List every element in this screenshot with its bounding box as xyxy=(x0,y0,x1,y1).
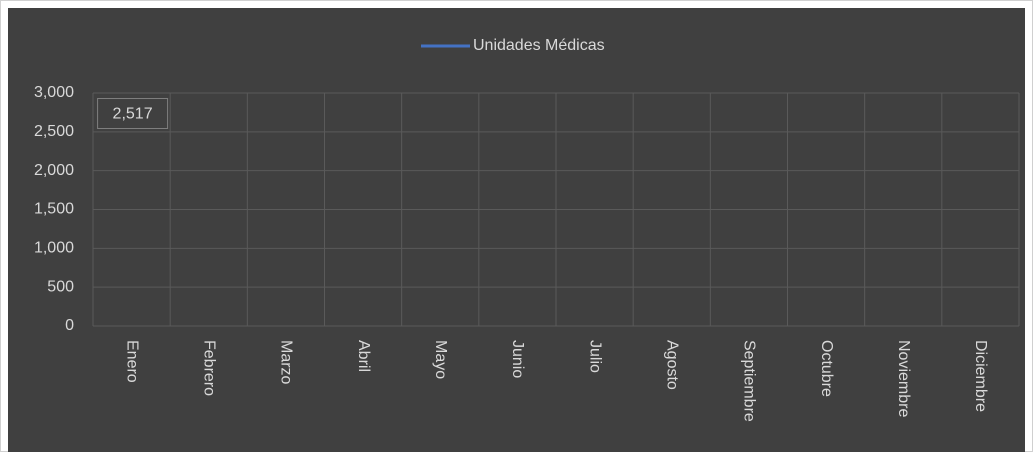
y-tick-label: 0 xyxy=(65,317,74,334)
x-tick-label: Febrero xyxy=(201,340,218,396)
y-tick-label: 3,000 xyxy=(34,84,74,101)
x-tick-label: Octubre xyxy=(818,340,835,397)
x-tick-label: Mayo xyxy=(432,340,449,379)
x-tick-label: Noviembre xyxy=(895,340,912,417)
legend-label: Unidades Médicas xyxy=(473,37,605,54)
chart-background xyxy=(8,8,1025,452)
data-label: 2,517 xyxy=(113,106,153,123)
x-tick-label: Marzo xyxy=(278,340,295,385)
y-tick-label: 1,500 xyxy=(34,201,74,218)
x-tick-label: Enero xyxy=(123,340,140,383)
y-tick-label: 500 xyxy=(47,278,74,295)
x-tick-label: Diciembre xyxy=(972,340,989,412)
y-tick-label: 1,000 xyxy=(34,240,74,257)
x-tick-label: Julio xyxy=(586,340,603,373)
data-label-box xyxy=(97,98,169,130)
x-tick-label: Septiembre xyxy=(741,340,758,422)
y-tick-label: 2,000 xyxy=(34,162,74,179)
x-tick-label: Abril xyxy=(355,340,372,372)
x-tick-label: Junio xyxy=(509,340,526,378)
x-tick-label: Agosto xyxy=(664,340,681,390)
y-tick-label: 2,500 xyxy=(34,123,74,140)
